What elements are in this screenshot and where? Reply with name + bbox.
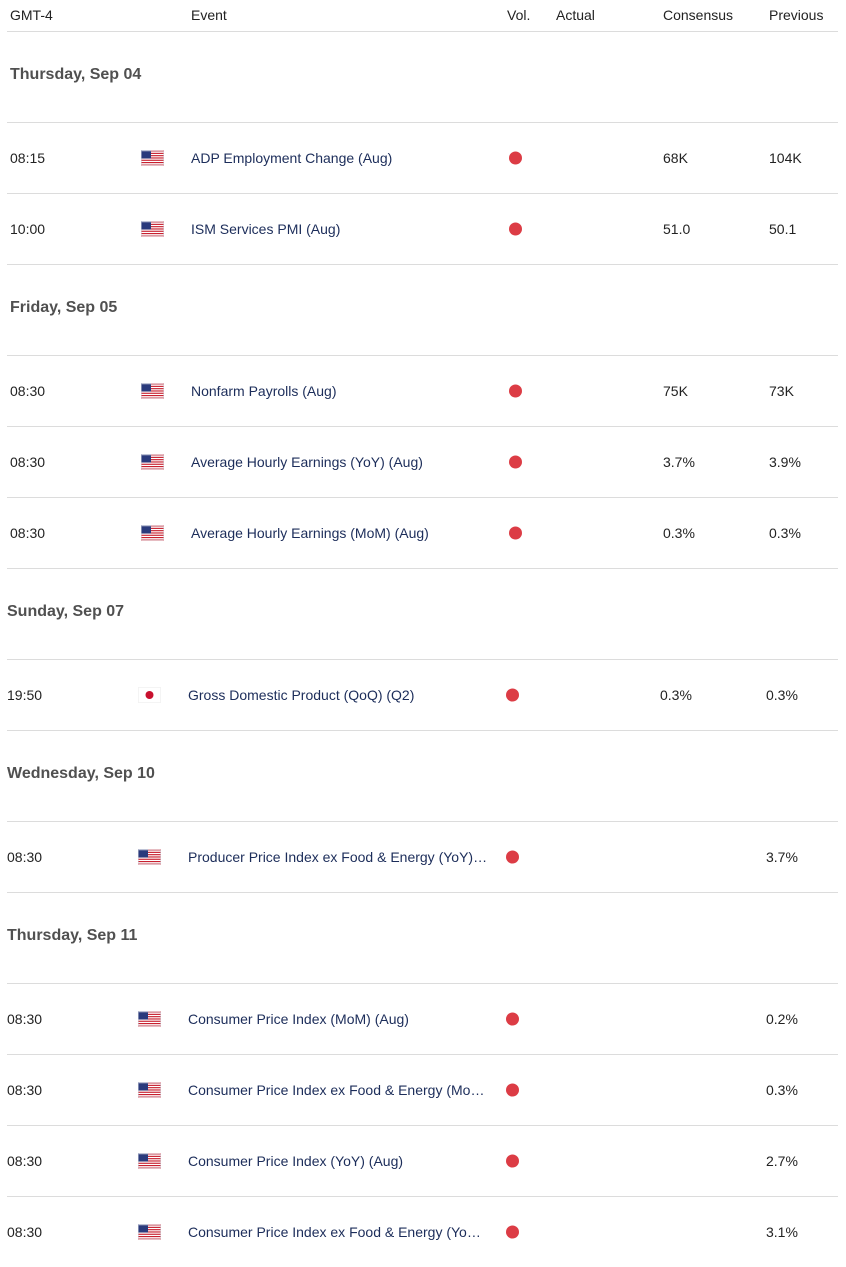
event-row: 08:30 Consumer Price Index (MoM) (Aug) 0…	[7, 984, 838, 1055]
flag	[141, 222, 164, 237]
header-cell: Vol.	[507, 7, 531, 23]
day-header: Sunday, Sep 07	[7, 569, 838, 660]
previous: 3.1%	[766, 1224, 798, 1240]
flag	[138, 1225, 161, 1240]
header-cell: Previous	[769, 7, 824, 23]
event-row: 08:30 Average Hourly Earnings (MoM) (Aug…	[7, 498, 838, 569]
volatility-dot	[506, 1225, 519, 1239]
volatility-dot	[506, 850, 519, 864]
event-name[interactable]: ISM Services PMI (Aug)	[191, 221, 341, 237]
event-name[interactable]: Producer Price Index ex Food & Energy (Y…	[188, 849, 488, 865]
day-group: Wednesday, Sep 10 08:30 Producer Price I…	[7, 731, 838, 893]
time: 08:30	[7, 1224, 43, 1240]
header-cell: Actual	[556, 7, 595, 23]
event-row: 08:30 Producer Price Index ex Food & Ene…	[7, 822, 838, 893]
event-row: 08:30 Consumer Price Index ex Food & Ene…	[7, 1055, 838, 1126]
date: Sunday, Sep 07	[7, 603, 125, 620]
event-name[interactable]: Nonfarm Payrolls (Aug)	[191, 383, 337, 399]
flag	[138, 688, 161, 703]
date: Wednesday, Sep 10	[7, 765, 155, 782]
time: 08:30	[7, 1153, 43, 1169]
previous: 0.2%	[766, 1011, 798, 1027]
event-name[interactable]: Gross Domestic Product (QoQ) (Q2)	[188, 687, 415, 703]
event-name[interactable]: Average Hourly Earnings (MoM) (Aug)	[191, 525, 429, 541]
header-cell: Consensus	[663, 7, 734, 23]
day-header: Thursday, Sep 11	[7, 893, 838, 984]
flag	[141, 526, 164, 541]
divider	[7, 31, 838, 32]
consensus: 75K	[663, 383, 688, 399]
time: 10:00	[10, 221, 46, 237]
calendar: Thursday, Sep 04 08:15 ADP Employment Ch…	[7, 32, 838, 1267]
day-header: Thursday, Sep 04	[7, 32, 838, 123]
flag	[141, 384, 164, 399]
time: 08:15	[10, 150, 46, 166]
event-row: 08:30 Average Hourly Earnings (YoY) (Aug…	[7, 427, 838, 498]
volatility-dot	[506, 688, 519, 702]
event-row: 19:50 Gross Domestic Product (QoQ) (Q2) …	[7, 660, 838, 731]
event-name[interactable]: Average Hourly Earnings (YoY) (Aug)	[191, 454, 423, 470]
volatility-dot	[509, 526, 522, 540]
table-header: GMT-4 Event Vol. Actual Consensus Previo…	[0, 0, 846, 31]
volatility-dot	[509, 151, 522, 165]
previous: 0.3%	[766, 687, 798, 703]
day-header: Wednesday, Sep 10	[7, 731, 838, 822]
day-group: Friday, Sep 05 08:30 Nonfarm Payrolls (A…	[7, 265, 838, 569]
day-group: Sunday, Sep 07 19:50 Gross Domestic Prod…	[7, 569, 838, 731]
event-name[interactable]: Consumer Price Index ex Food & Energy (Y…	[188, 1224, 481, 1240]
consensus: 68K	[663, 150, 688, 166]
flag	[138, 1154, 161, 1169]
volatility-dot	[509, 455, 522, 469]
previous: 73K	[769, 383, 794, 399]
volatility-dot	[509, 384, 522, 398]
previous: 50.1	[769, 221, 797, 237]
previous: 0.3%	[766, 1082, 798, 1098]
flag	[138, 1012, 161, 1027]
consensus: 51.0	[663, 221, 691, 237]
date: Friday, Sep 05	[10, 299, 118, 316]
time: 08:30	[7, 849, 43, 865]
flag	[141, 455, 164, 470]
event-row: 08:30 Nonfarm Payrolls (Aug) 75K 73K	[7, 356, 838, 427]
volatility-dot	[506, 1012, 519, 1026]
event-name[interactable]: ADP Employment Change (Aug)	[191, 150, 393, 166]
time: 08:30	[10, 383, 46, 399]
day-group: Thursday, Sep 04 08:15 ADP Employment Ch…	[7, 32, 838, 265]
flag	[138, 850, 161, 865]
time: 19:50	[7, 687, 43, 703]
day-group: Thursday, Sep 11 08:30 Consumer Price In…	[7, 893, 838, 1267]
event-row: 08:15 ADP Employment Change (Aug) 68K 10…	[7, 123, 838, 194]
previous: 2.7%	[766, 1153, 798, 1169]
consensus: 3.7%	[663, 454, 695, 470]
volatility-dot	[509, 222, 522, 236]
time: 08:30	[10, 454, 46, 470]
event-row: 08:30 Consumer Price Index ex Food & Ene…	[7, 1197, 838, 1267]
time: 08:30	[7, 1011, 43, 1027]
volatility-dot	[506, 1083, 519, 1097]
event-name[interactable]: Consumer Price Index (YoY) (Aug)	[188, 1153, 404, 1169]
date: Thursday, Sep 11	[7, 927, 138, 944]
consensus: 0.3%	[660, 687, 692, 703]
previous: 104K	[769, 150, 802, 166]
event-name[interactable]: Consumer Price Index ex Food & Energy (M…	[188, 1082, 485, 1098]
event-row: 08:30 Consumer Price Index (YoY) (Aug) 2…	[7, 1126, 838, 1197]
consensus: 0.3%	[663, 525, 695, 541]
header-cell: Event	[191, 7, 227, 23]
day-header: Friday, Sep 05	[7, 265, 838, 356]
time: 08:30	[7, 1082, 43, 1098]
time: 08:30	[10, 525, 46, 541]
date: Thursday, Sep 04	[10, 66, 142, 83]
flag	[138, 1083, 161, 1098]
flag	[141, 151, 164, 166]
event-row: 10:00 ISM Services PMI (Aug) 51.0 50.1	[7, 194, 838, 265]
previous: 0.3%	[769, 525, 801, 541]
previous: 3.9%	[769, 454, 801, 470]
header-cell: GMT-4	[10, 7, 53, 23]
volatility-dot	[506, 1154, 519, 1168]
previous: 3.7%	[766, 849, 798, 865]
event-name[interactable]: Consumer Price Index (MoM) (Aug)	[188, 1011, 409, 1027]
